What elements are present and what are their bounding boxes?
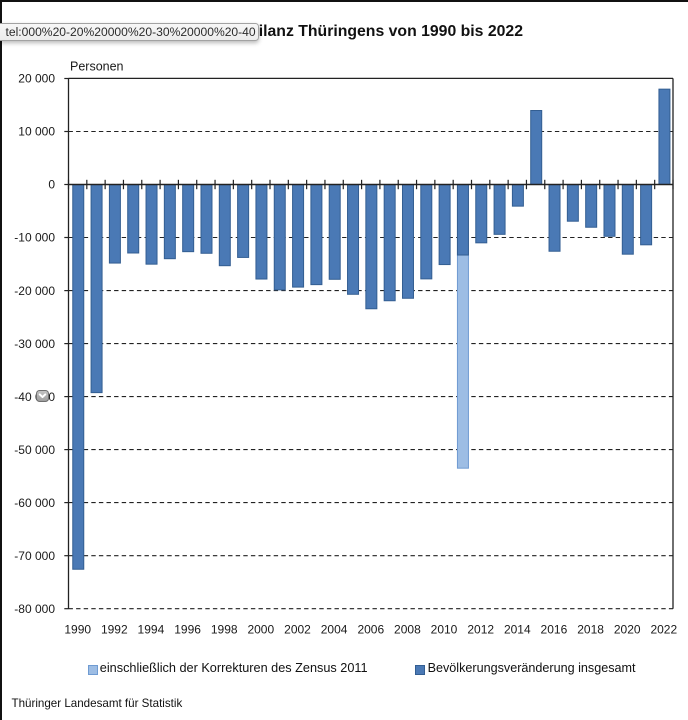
- svg-text:Personen: Personen: [70, 60, 124, 74]
- svg-text:2008: 2008: [394, 623, 421, 637]
- svg-text:2004: 2004: [321, 623, 348, 637]
- svg-text:2022: 2022: [650, 623, 677, 637]
- svg-text:2010: 2010: [431, 623, 458, 637]
- svg-text:2016: 2016: [541, 623, 568, 637]
- svg-text:-80 000: -80 000: [14, 602, 55, 616]
- svg-text:-50 000: -50 000: [14, 443, 55, 457]
- svg-text:2012: 2012: [467, 623, 494, 637]
- svg-text:-70 000: -70 000: [14, 549, 55, 563]
- svg-text:-20 000: -20 000: [14, 284, 55, 298]
- svg-text:1998: 1998: [211, 623, 238, 637]
- svg-text:1996: 1996: [174, 623, 201, 637]
- svg-text:-10 000: -10 000: [14, 231, 55, 245]
- svg-text:2018: 2018: [577, 623, 604, 637]
- svg-text:2014: 2014: [504, 623, 531, 637]
- svg-text:2000: 2000: [247, 623, 274, 637]
- svg-text:-40 000: -40 000: [14, 390, 55, 404]
- svg-text:0: 0: [48, 178, 55, 192]
- svg-text:-60 000: -60 000: [14, 496, 55, 510]
- svg-text:20 000: 20 000: [18, 72, 55, 86]
- svg-text:1990: 1990: [64, 623, 91, 637]
- svg-text:2002: 2002: [284, 623, 311, 637]
- svg-text:1994: 1994: [138, 623, 165, 637]
- svg-text:2020: 2020: [614, 623, 641, 637]
- svg-text:-30 000: -30 000: [14, 337, 55, 351]
- svg-text:10 000: 10 000: [18, 125, 55, 139]
- svg-text:2006: 2006: [357, 623, 384, 637]
- svg-text:1992: 1992: [101, 623, 128, 637]
